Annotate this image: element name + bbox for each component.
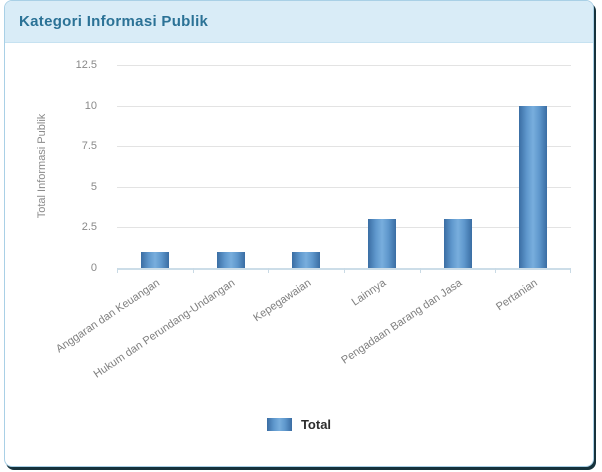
x-axis-label: Pengadaan Barang dan Jasa (339, 277, 465, 367)
y-tick-label: 2.5 (81, 221, 97, 234)
gridline (117, 186, 571, 188)
legend-swatch-total[interactable] (266, 418, 292, 431)
chart-legend: Total (5, 417, 593, 432)
y-tick-label: 0 (90, 262, 97, 274)
bar[interactable] (367, 219, 396, 268)
x-axis-label: Hukum dan Perundang-Undangan (91, 277, 238, 381)
gridline (117, 65, 571, 66)
chart-card: Kategori Informasi Publik Total Informas… (4, 0, 594, 467)
plot-area (117, 65, 571, 273)
chart-card-header: Kategori Informasi Publik (5, 1, 593, 43)
gridline (117, 146, 571, 148)
x-axis-tick (570, 268, 571, 273)
legend-label-total[interactable]: Total (300, 417, 332, 432)
bar[interactable] (443, 219, 472, 268)
y-axis-title: Total Informasi Publik (36, 113, 48, 219)
gridline (117, 227, 571, 229)
x-axis-label: Pertanian (494, 277, 540, 314)
bar[interactable] (140, 251, 169, 268)
x-axis-label: Kepegawaian (250, 277, 313, 325)
page-title: Kategori Informasi Publik (19, 13, 209, 30)
x-axis-tick (344, 268, 345, 273)
y-tick-label: 12.5 (75, 59, 97, 71)
x-axis-tick (268, 268, 269, 273)
gridline (117, 105, 571, 107)
bar[interactable] (292, 251, 321, 268)
x-axis-tick (420, 268, 421, 273)
x-axis-label: Lainnya (349, 277, 389, 309)
y-tick-label: 5 (90, 180, 97, 193)
y-tick-label: 10 (84, 99, 97, 112)
bar[interactable] (519, 105, 548, 268)
x-axis-labels: Anggaran dan Keuangan Hukum dan Perundang… (53, 275, 571, 405)
x-axis-tick (193, 268, 194, 273)
x-axis-tick (117, 268, 118, 273)
y-tick-label: 7.5 (81, 140, 97, 153)
x-axis-tick (495, 268, 496, 273)
bar[interactable] (216, 251, 245, 268)
